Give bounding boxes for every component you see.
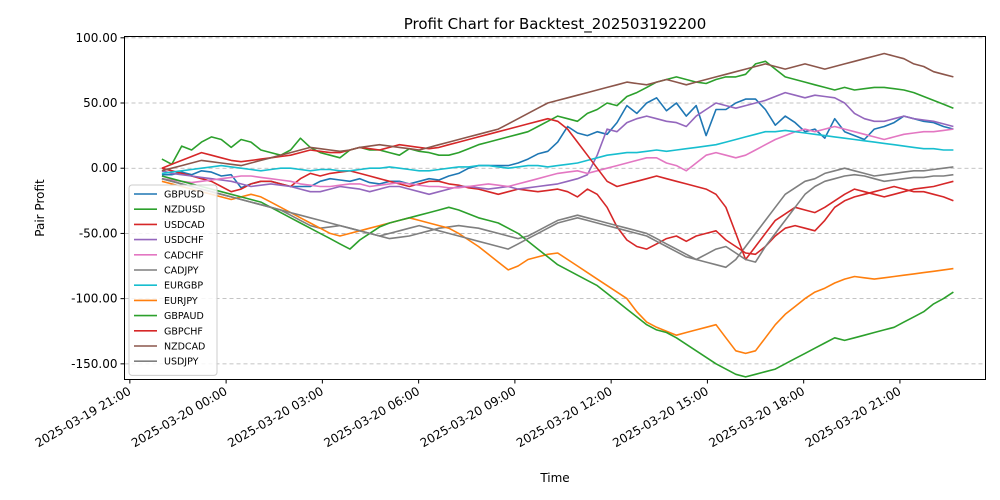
x-axis-label: Time (539, 471, 569, 485)
series-line-nzdcad (161, 52, 954, 172)
grid-lines (124, 37, 986, 365)
series-line-usdjpy (161, 173, 954, 263)
series-line-gbpaud (161, 175, 954, 378)
legend-label: USDCAD (164, 220, 205, 231)
y-tick-label: 100.00 (76, 31, 118, 45)
series-line-gbpchf (161, 117, 954, 261)
plot-frame (124, 36, 986, 380)
legend-box (128, 184, 218, 376)
y-tick-label: -150.00 (71, 357, 117, 371)
series-line-nzdusd (161, 60, 954, 166)
y-axis-label: Pair Profit (33, 179, 47, 237)
legend-label: USDCHF (164, 235, 204, 246)
legend-label: CADJPY (164, 266, 199, 277)
series-line-cadchf (161, 125, 954, 189)
series-line-eurgbp (161, 129, 954, 175)
legend-label: CADCHF (164, 250, 204, 261)
legend-label: EURJPY (164, 296, 198, 307)
y-tick-label: -50.00 (79, 226, 118, 240)
chart-title: Profit Chart for Backtest_202503192200 (404, 15, 707, 34)
y-tick-label: 0.00 (91, 161, 118, 175)
series-line-cadjpy (161, 166, 954, 269)
y-tick-label: 50.00 (83, 96, 117, 110)
legend-label: GBPCHF (164, 326, 203, 337)
series-line-eurjpy (161, 180, 954, 355)
legend-label: GBPUSD (164, 190, 204, 201)
series-lines (161, 52, 954, 378)
series-line-usdcad (161, 167, 954, 256)
legend-label: NZDUSD (164, 205, 205, 216)
legend-label: USDJPY (164, 357, 199, 368)
legend: GBPUSD NZDUSD USDCAD USDCHF CADCHF CADJPY EURG… (128, 184, 218, 376)
legend-label: GBPAUD (164, 311, 204, 322)
legend-label: NZDCAD (164, 342, 205, 353)
legend-label: EURGBP (164, 281, 203, 292)
y-tick-label: -100.00 (71, 292, 117, 306)
y-axis: 100.00 50.00 0.00 -50.00 -100.00 -150.00 (71, 31, 125, 371)
series-line-usdchf (161, 91, 954, 196)
